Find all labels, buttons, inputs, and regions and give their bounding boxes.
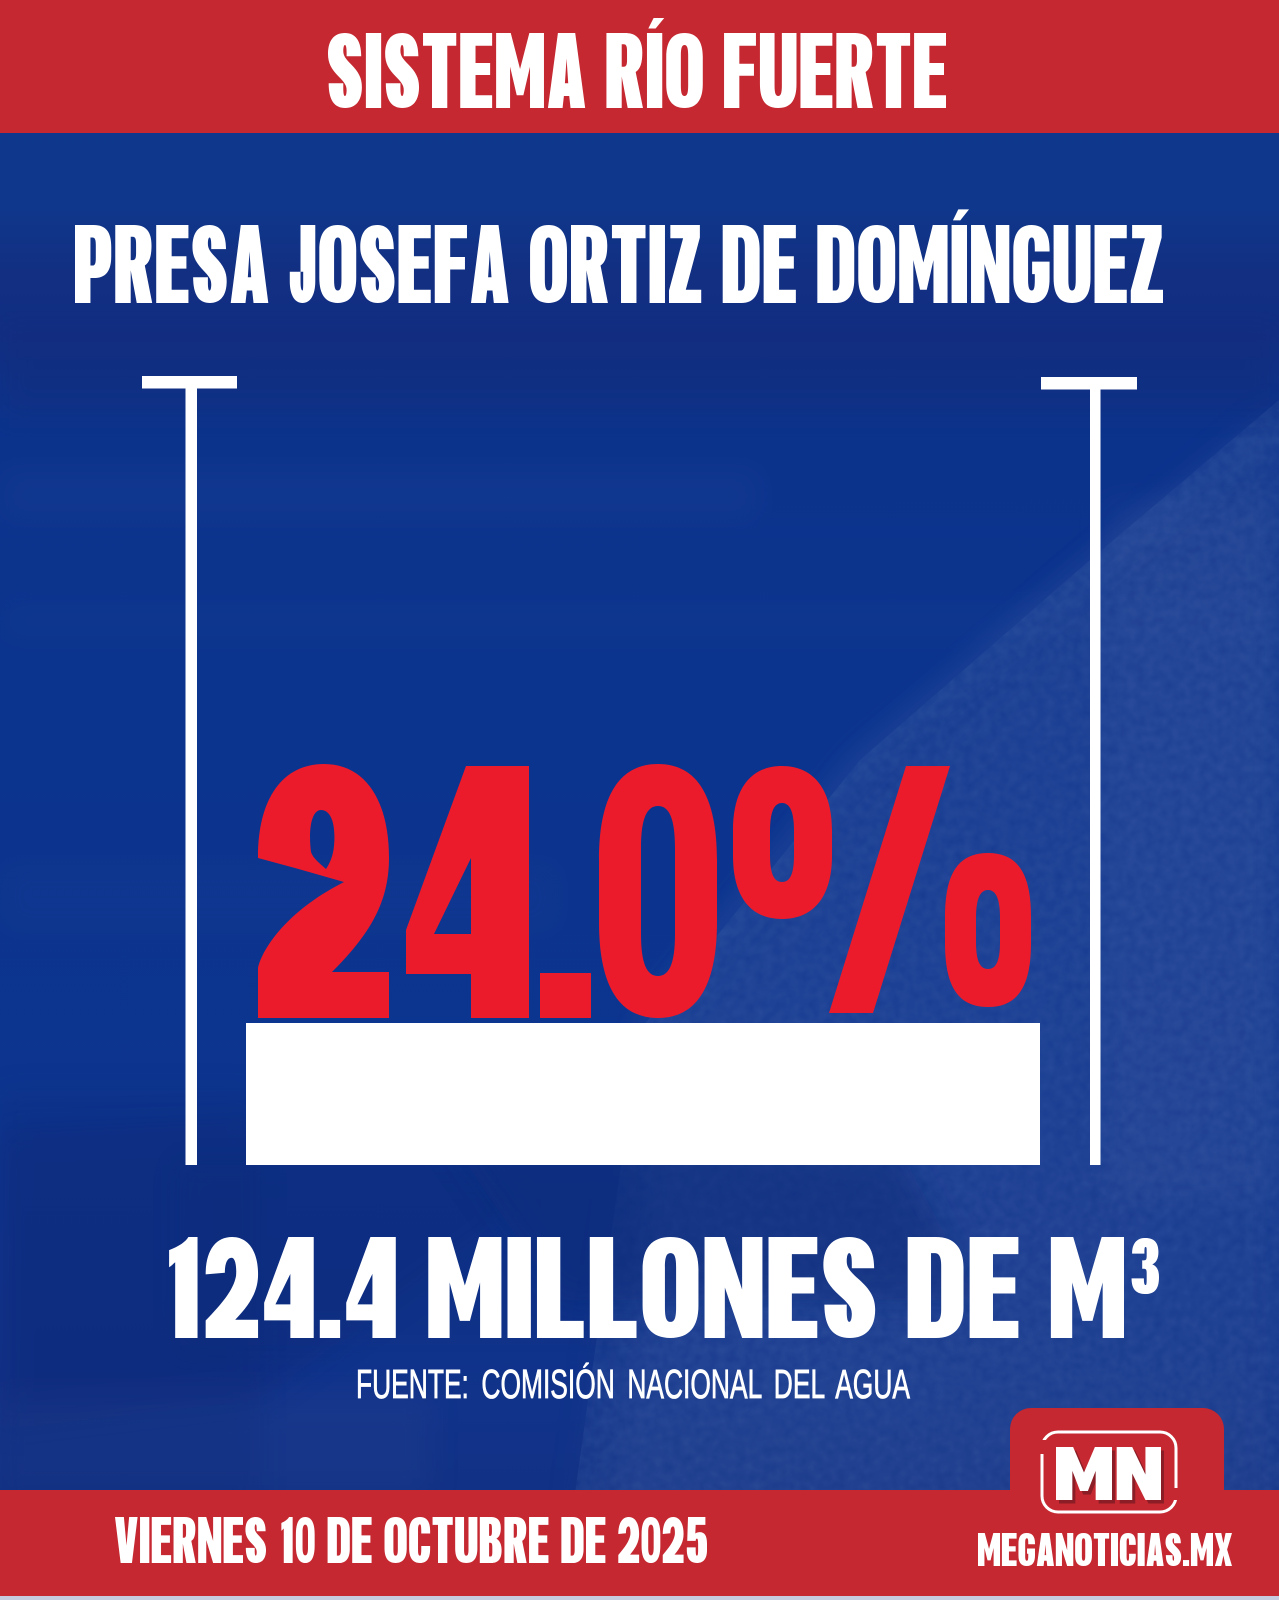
svg-text:FUENTE: COMISIÓN NACIONAL DEL: FUENTE: COMISIÓN NACIONAL DEL AGUA	[356, 1361, 911, 1407]
